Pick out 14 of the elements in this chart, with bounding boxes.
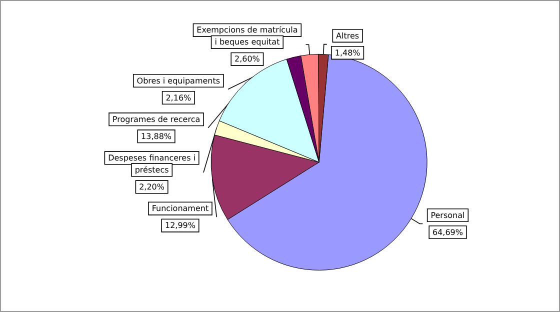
data-label: 64,69% bbox=[432, 228, 464, 237]
slice-label: Obres i equipaments bbox=[136, 76, 220, 86]
data-label: 12,99% bbox=[164, 221, 196, 230]
data-label: 2,16% bbox=[166, 93, 192, 102]
slice-label: Despeses financeres i préstecs bbox=[108, 153, 196, 174]
slice-label: Programes de recerca bbox=[112, 114, 200, 124]
data-label: 2,20% bbox=[139, 182, 165, 192]
slice-label: Altres bbox=[336, 31, 360, 40]
data-label: 2,60% bbox=[234, 54, 260, 64]
data-label: 13,88% bbox=[141, 132, 172, 141]
slice-label: Funcionament bbox=[152, 204, 209, 214]
slice-label: Exempcions de matrícula i beques equitat bbox=[196, 26, 298, 47]
slice-label: Personal bbox=[430, 210, 465, 220]
data-label: 1,48% bbox=[334, 48, 361, 58]
